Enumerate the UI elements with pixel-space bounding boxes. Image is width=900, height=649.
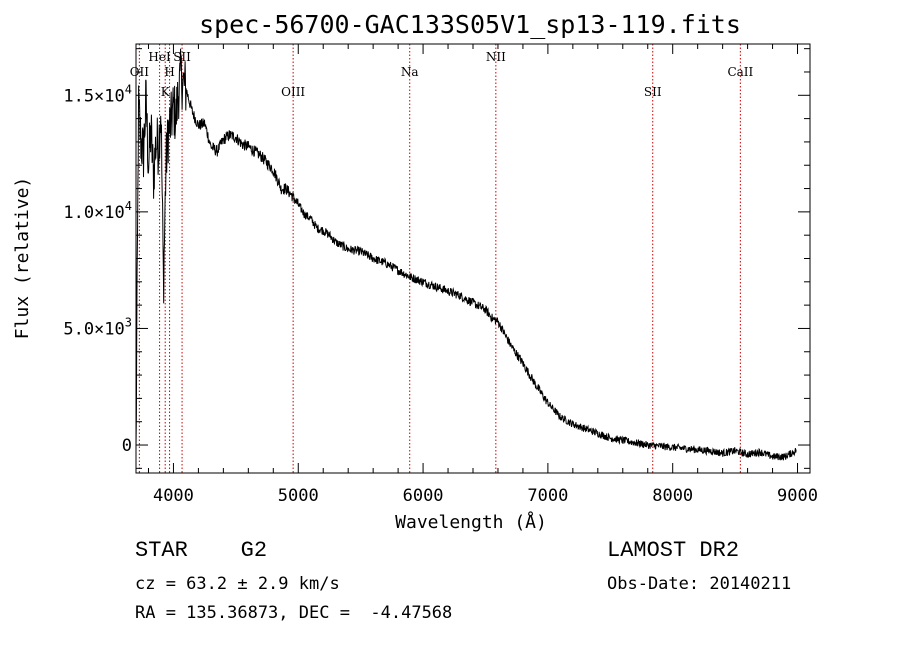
x-tick-label: 6000 xyxy=(403,486,444,506)
y-tick-mantissa: 5.0×10 xyxy=(63,319,124,339)
y-axis-label: Flux (relative) xyxy=(12,177,33,340)
y-tick-exponent: 4 xyxy=(125,82,132,96)
y-tick-mantissa: 1.0×10 xyxy=(63,203,124,223)
chart-title: spec-56700-GAC133S05V1_sp13-119.fits xyxy=(199,10,741,39)
y-tick-label: 5.0×103 xyxy=(63,315,132,339)
survey-name: LAMOST DR2 xyxy=(607,538,740,563)
redshift-cz: cz = 63.2 ± 2.9 km/s xyxy=(135,574,340,594)
y-tick-label: 1.5×104 xyxy=(63,82,132,106)
line-label-sii: SII xyxy=(173,50,191,64)
y-tick-mantissa: 1.5×10 xyxy=(63,86,124,106)
y-tick-exponent: 4 xyxy=(125,199,132,213)
plot-frame xyxy=(135,43,811,474)
line-label-hei: HeI xyxy=(148,50,171,64)
line-label-k: K xyxy=(161,85,171,99)
axes: 4000 5000 6000 7000 8000 900005.0×1031.0×1041… xyxy=(63,44,818,506)
x-axis-label: Wavelength (Å) xyxy=(395,511,547,533)
x-tick-label: 9000 xyxy=(777,486,818,506)
line-label-caii: CaII xyxy=(727,65,753,79)
obs-date: Obs-Date: 20140211 xyxy=(607,574,792,594)
x-tick-label: 7000 xyxy=(527,486,568,506)
x-tick-label: 8000 xyxy=(652,486,693,506)
line-label-nii: NII xyxy=(486,50,506,64)
y-tick-label: 1.0×104 xyxy=(63,199,132,223)
line-label-sii: SII xyxy=(644,85,662,99)
line-label-h: H xyxy=(164,65,174,79)
y-tick-label: 0 xyxy=(122,436,132,456)
x-tick-label: 5000 xyxy=(278,486,319,506)
x-tick-label: 4000 xyxy=(153,486,194,506)
object-class: STAR G2 xyxy=(135,538,268,563)
y-tick-exponent: 3 xyxy=(125,315,132,329)
line-label-na: Na xyxy=(401,65,419,79)
ra-dec: RA = 135.36873, DEC = -4.47568 xyxy=(135,603,453,623)
line-label-oiii: OIII xyxy=(281,85,305,99)
y-tick-mantissa: 0 xyxy=(122,436,132,456)
spectrum-line xyxy=(135,48,797,461)
spectrum-series xyxy=(135,48,797,461)
